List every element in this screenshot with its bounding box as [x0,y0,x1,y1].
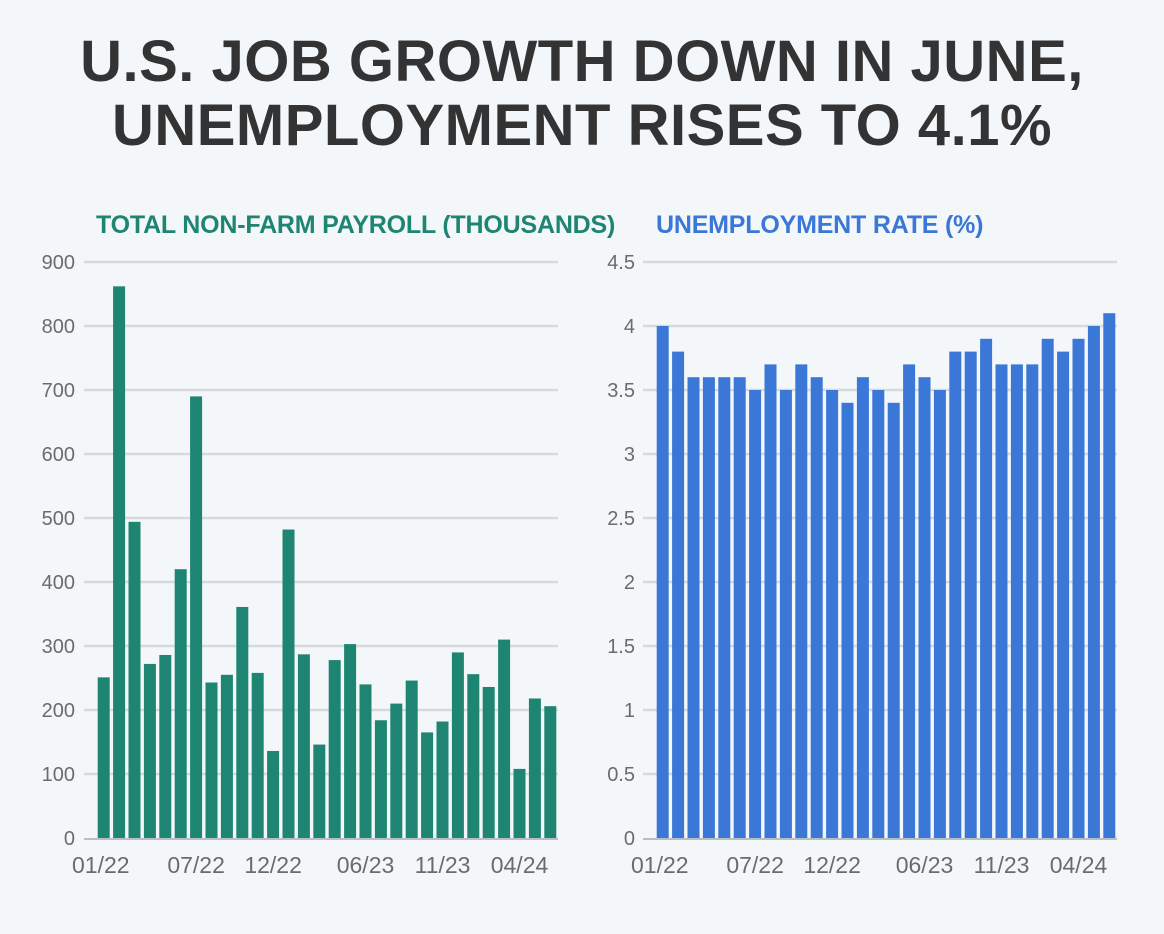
rate-bar-04-24 [1072,338,1085,838]
payroll-bar-09-22 [220,674,233,838]
rate-bar-10-23 [980,338,993,838]
rate-bar-03-22 [687,377,700,838]
payroll-y-tick-label: 400 [42,572,75,594]
rate-y-tick-label: 3 [624,444,635,466]
rate-x-tick-label: 07/22 [726,852,784,878]
payroll-bar-03-23 [313,744,326,838]
rate-bar-05-23 [903,364,916,838]
rate-bar-11-23 [995,364,1008,838]
rate-bar-12-23 [1010,364,1023,838]
payroll-bar-04-24 [513,768,526,838]
payroll-y-tick-label: 300 [42,636,75,658]
payroll-y-tick-label: 800 [42,316,75,338]
rate-bar-11-22 [810,377,823,838]
rate-bar-05-22 [718,377,731,838]
unemployment-chart-title: UNEMPLOYMENT RATE (%) [656,211,984,239]
payroll-bar-12-22 [267,750,280,838]
payroll-bar-09-23 [405,680,418,838]
rate-y-tick-label: 3.5 [607,380,635,402]
rate-bar-03-24 [1057,351,1070,838]
rate-x-tick-label: 11/23 [974,852,1030,878]
rate-bar-10-22 [795,364,808,838]
rate-bar-04-22 [702,377,715,838]
headline-line-1: U.S. JOB GROWTH DOWN IN JUNE, [80,29,1084,94]
payroll-bar-02-22 [113,286,126,838]
rate-bar-12-22 [826,390,839,838]
payroll-bar-03-24 [498,639,511,838]
payroll-x-tick-label: 01/22 [72,852,130,878]
payroll-bar-01-23 [282,529,295,838]
payroll-bar-05-22 [159,654,172,838]
payroll-y-tick-label: 700 [42,380,75,402]
payroll-x-tick-label: 07/22 [167,852,225,878]
payroll-y-tick-label: 0 [64,828,75,850]
payroll-y-tick-label: 100 [42,764,75,786]
rate-bar-09-22 [779,390,792,838]
payroll-bar-chart: 0 100 200 300 400 500 600 700 800 900 01/22 07/22 12… [42,252,558,878]
rate-x-tick-label: 06/23 [896,852,954,878]
rate-bar-06-23 [918,377,931,838]
payroll-bar-07-22 [190,396,203,838]
unemployment-bar-chart: 0 0.5 1 1.5 2 2.5 3 3.5 4 4.5 01/22 07/22 12/22 06/23… [607,252,1117,878]
rate-bar-04-23 [887,402,900,838]
rate-bar-05-24 [1087,326,1100,838]
payroll-bar-08-22 [205,682,218,838]
rate-bar-01-22 [656,326,669,838]
payroll-bar-08-23 [390,703,403,838]
rate-x-tick-label: 04/24 [1050,852,1108,878]
payroll-y-tick-label: 500 [42,508,75,530]
rate-y-tick-label: 4.5 [607,252,635,274]
rate-bar-06-22 [733,377,746,838]
payroll-bar-03-22 [128,521,141,838]
rate-bar-08-22 [764,364,777,838]
payroll-bar-01-24 [467,674,480,838]
payroll-bar-12-23 [451,652,464,838]
payroll-bar-05-24 [528,698,541,838]
rate-bar-07-23 [933,390,946,838]
rate-y-tick-label: 4 [624,316,635,338]
headline: U.S. JOB GROWTH DOWN IN JUNE, UNEMPLOYME… [0,30,1164,158]
payroll-bar-06-24 [544,706,557,838]
rate-x-tick-label: 01/22 [631,852,689,878]
payroll-bar-11-23 [436,721,449,838]
rate-bar-02-23 [856,377,869,838]
payroll-x-tick-label: 06/23 [337,852,395,878]
rate-bar-03-23 [872,390,885,838]
rate-x-tick-label: 12/22 [803,852,861,878]
rate-bar-06-24 [1103,313,1116,838]
payroll-chart-title: TOTAL NON-FARM PAYROLL (THOUSANDS) [96,211,616,239]
rate-y-tick-label: 1 [624,700,635,722]
headline-line-2: UNEMPLOYMENT RISES TO 4.1% [111,93,1053,158]
payroll-bar-02-23 [297,654,310,838]
rate-bar-02-22 [672,351,685,838]
rate-bar-07-22 [749,390,762,838]
payroll-y-tick-label: 200 [42,700,75,722]
payroll-bar-01-22 [97,677,110,838]
rate-y-tick-label: 2.5 [607,508,635,530]
payroll-x-tick-label: 12/22 [244,852,302,878]
rate-y-tick-label: 0.5 [607,764,635,786]
rate-y-tick-label: 2 [624,572,635,594]
payroll-bar-04-22 [143,663,156,838]
payroll-bar-05-23 [344,644,357,838]
payroll-bar-02-24 [482,686,495,838]
payroll-bar-11-22 [251,672,264,838]
rate-bar-01-24 [1026,364,1039,838]
rate-y-tick-label: 0 [624,828,635,850]
payroll-y-tick-label: 600 [42,444,75,466]
payroll-bar-07-23 [374,720,387,838]
payroll-y-tick-label: 900 [42,252,75,274]
rate-bar-09-23 [964,351,977,838]
rate-bar-02-24 [1041,338,1054,838]
rate-bar-08-23 [949,351,962,838]
payroll-bar-10-22 [236,606,249,838]
rate-y-tick-label: 1.5 [607,636,635,658]
payroll-bar-06-23 [359,684,372,838]
payroll-bar-06-22 [174,569,187,838]
payroll-x-tick-label: 04/24 [491,852,549,878]
payroll-x-tick-label: 11/23 [415,852,471,878]
payroll-bar-10-23 [421,732,434,838]
payroll-bar-04-23 [328,660,341,838]
rate-bar-01-23 [841,402,854,838]
